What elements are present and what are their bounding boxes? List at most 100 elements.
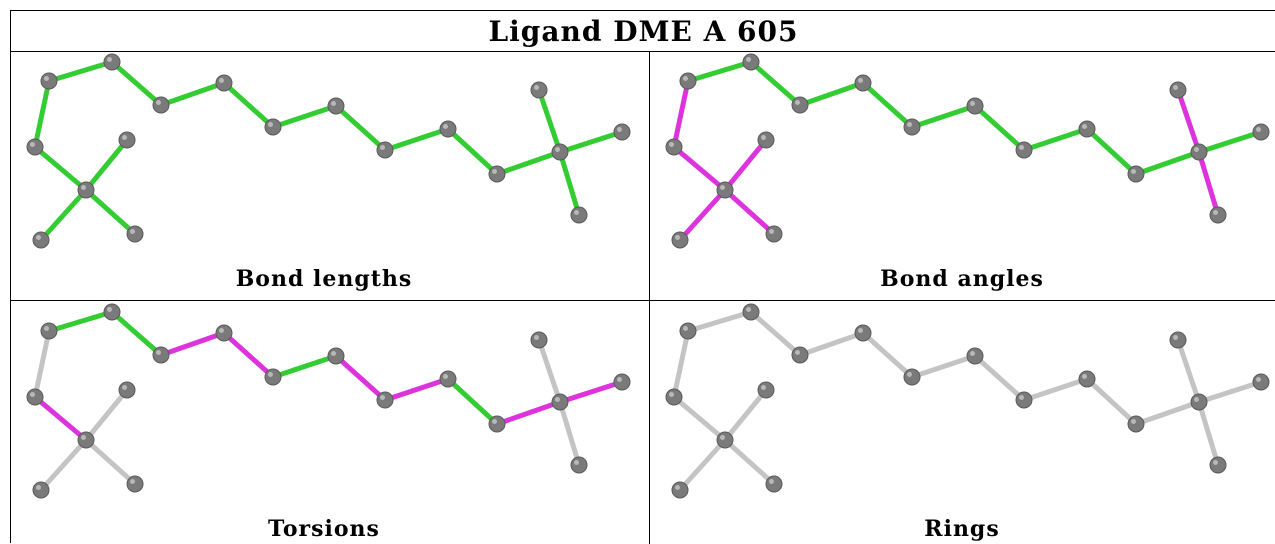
atom-highlight-13 (30, 392, 35, 397)
atom-highlight-12 (1213, 460, 1218, 465)
panel-bond-lengths: Bond lengths (10, 51, 638, 299)
atom-highlight-17 (130, 479, 135, 484)
atom-highlight-4 (907, 122, 912, 127)
atom-4 (264, 368, 282, 386)
bond-7-8 (445, 126, 500, 177)
bond-0-13 (671, 78, 691, 150)
atom-highlight-8 (492, 169, 497, 174)
bond-2-3 (158, 80, 227, 108)
atom-9 (1190, 143, 1208, 161)
atom-3 (854, 74, 872, 92)
atom-highlight-14 (81, 185, 86, 190)
atom-highlight-12 (574, 460, 579, 465)
bond-8-9 (494, 399, 563, 427)
atom-17 (765, 225, 783, 243)
atom-highlight-6 (1019, 145, 1024, 150)
atom-10 (613, 373, 631, 391)
atom-3 (215, 324, 233, 342)
atom-16 (671, 481, 689, 499)
atom-highlight-11 (534, 335, 539, 340)
atom-highlight-7 (443, 124, 448, 129)
atom-14 (716, 431, 734, 449)
atom-16 (32, 481, 50, 499)
bond-7-8 (1084, 376, 1139, 427)
bond-7-8 (445, 376, 500, 427)
atom-highlight-15 (761, 385, 766, 390)
bond-5-6 (972, 353, 1027, 403)
atom-13 (26, 138, 44, 156)
atom-6 (1015, 141, 1033, 159)
bond-2-3 (797, 330, 866, 358)
atom-2 (152, 346, 170, 364)
bond-9-11 (536, 337, 563, 405)
atom-highlight-16 (36, 235, 41, 240)
figure-frame: Ligand DME A 605 (10, 10, 1275, 544)
atom-11 (1169, 81, 1187, 99)
atom-0 (40, 72, 58, 90)
atom-15 (118, 381, 136, 399)
atom-highlight-16 (36, 485, 41, 490)
atom-highlight-1 (746, 307, 751, 312)
atom-16 (671, 231, 689, 249)
bond-1-2 (109, 59, 164, 108)
atom-4 (903, 118, 921, 136)
atom-14 (77, 431, 95, 449)
bond-14-15 (722, 387, 769, 443)
atom-13 (665, 138, 683, 156)
atom-9 (551, 393, 569, 411)
atom-5 (966, 347, 984, 365)
atom-1 (103, 53, 121, 71)
panel-divider-vertical (649, 51, 650, 544)
atom-highlight-4 (907, 372, 912, 377)
atom-highlight-0 (683, 76, 688, 81)
atom-highlight-14 (81, 435, 86, 440)
bond-9-12 (557, 149, 582, 218)
bond-3-4 (860, 330, 915, 380)
bond-0-1 (46, 59, 115, 84)
atom-highlight-5 (970, 351, 975, 356)
bond-1-2 (748, 59, 803, 108)
atom-5 (327, 97, 345, 115)
atom-highlight-13 (669, 142, 674, 147)
caption-bond-lengths: Bond lengths (235, 266, 413, 292)
atom-15 (757, 131, 775, 149)
title-row: Ligand DME A 605 (11, 11, 1275, 52)
bond-0-1 (685, 59, 754, 84)
bond-14-17 (722, 437, 777, 487)
bond-14-15 (83, 137, 130, 193)
bond-3-4 (221, 80, 276, 130)
bond-8-9 (1133, 399, 1202, 427)
atom-highlight-16 (675, 235, 680, 240)
atom-2 (152, 96, 170, 114)
atom-9 (551, 143, 569, 161)
bond-0-13 (32, 78, 52, 150)
atom-17 (765, 475, 783, 493)
atom-2 (791, 346, 809, 364)
bond-5-6 (333, 103, 388, 153)
bond-9-11 (1175, 87, 1202, 155)
bond-9-10 (1196, 379, 1264, 405)
bond-13-14 (671, 394, 728, 443)
bond-9-12 (1196, 149, 1221, 218)
bond-14-15 (83, 387, 130, 443)
atom-highlight-4 (268, 372, 273, 377)
bond-14-17 (83, 437, 138, 487)
atom-highlight-12 (574, 210, 579, 215)
atom-highlight-8 (1131, 169, 1136, 174)
atom-16 (32, 231, 50, 249)
atom-highlight-15 (761, 135, 766, 140)
atom-8 (1127, 165, 1145, 183)
atom-11 (530, 81, 548, 99)
bond-8-9 (1133, 149, 1202, 177)
atom-highlight-9 (555, 397, 560, 402)
panel-bond-angles: Bond angles (649, 51, 1275, 299)
bond-4-5 (270, 353, 339, 380)
atom-highlight-14 (720, 185, 725, 190)
atom-3 (215, 74, 233, 92)
caption-torsions: Torsions (268, 516, 380, 542)
bond-14-16 (677, 187, 728, 243)
atom-highlight-17 (769, 479, 774, 484)
bond-4-5 (909, 353, 978, 380)
panel-rings: Rings (649, 301, 1275, 543)
bond-9-11 (1175, 337, 1202, 405)
